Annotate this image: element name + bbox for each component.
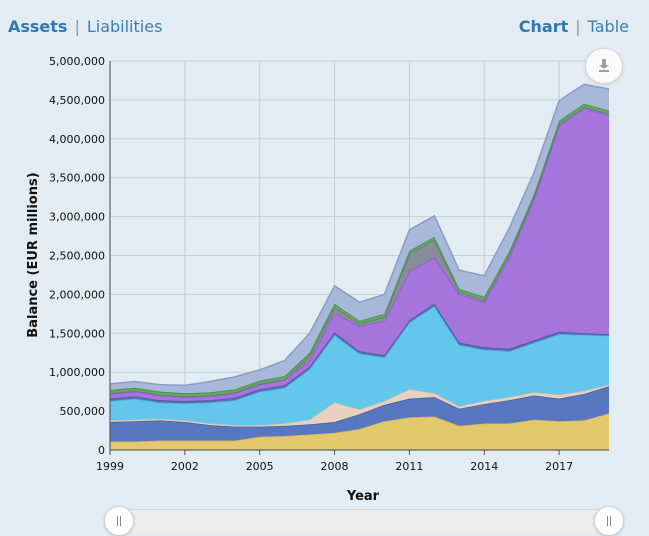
asset-liability-tabs: Assets | Liabilities (8, 17, 162, 36)
axis-layer: 0 500,000 1,000,000 1,500,000 2,000,000 2,500… (49, 55, 609, 473)
y-tick-label: 4,500,000 (49, 94, 105, 107)
x-axis-label: Year (346, 489, 380, 504)
y-tick-label: 2,500,000 (49, 250, 105, 263)
area-series-4 (110, 306, 609, 426)
area-series-9 (110, 84, 609, 394)
x-tick-label: 1999 (96, 460, 124, 473)
area-layer (109, 83, 610, 450)
y-tick-label: 3,500,000 (49, 172, 105, 185)
x-tick-label: 2014 (470, 460, 498, 473)
y-tick-label: 1,000,000 (49, 366, 105, 379)
tab-liabilities[interactable]: Liabilities (86, 17, 163, 36)
y-tick-label: 4,000,000 (49, 133, 105, 146)
y-axis-label: Balance (EUR millions) (26, 172, 41, 337)
y-tick-label: 1,500,000 (49, 327, 105, 340)
tab-separator: | (74, 17, 80, 36)
x-tick-label: 2005 (246, 460, 274, 473)
download-button[interactable] (585, 48, 623, 84)
area-series-6 (110, 108, 609, 401)
y-tick-label: 0 (98, 444, 105, 457)
tab-table[interactable]: Table (587, 17, 629, 36)
x-tick-label: 2017 (545, 460, 573, 473)
area-series-5 (110, 303, 609, 404)
x-tick-label: 2002 (171, 460, 199, 473)
y-tick-label: 2,000,000 (49, 288, 105, 301)
download-icon (599, 59, 609, 72)
range-slider-left-handle[interactable] (104, 506, 134, 536)
tab-separator: | (575, 17, 581, 36)
tab-chart[interactable]: Chart (518, 17, 569, 36)
tab-assets[interactable]: Assets (8, 17, 68, 36)
area-series-9-line (109, 83, 610, 387)
range-slider-right-handle[interactable] (594, 506, 624, 536)
y-tick-label: 500,000 (60, 405, 106, 418)
area-series-2 (110, 386, 609, 442)
y-tick-label: 3,000,000 (49, 211, 105, 224)
x-tick-label: 2008 (321, 460, 349, 473)
view-mode-tabs: Chart | Table (519, 17, 629, 36)
x-tick-label: 2011 (395, 460, 423, 473)
range-slider-track[interactable] (118, 509, 608, 532)
y-tick-label: 5,000,000 (49, 55, 105, 68)
